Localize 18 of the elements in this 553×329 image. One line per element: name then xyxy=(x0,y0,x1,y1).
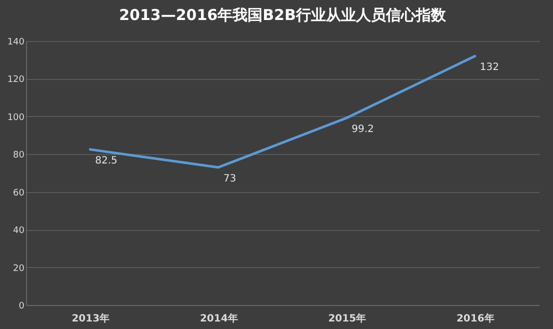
data-label: 99.2 xyxy=(352,124,374,135)
y-tick-label: 140 xyxy=(7,38,25,48)
y-tick-label: 100 xyxy=(7,112,25,123)
x-tick-label: 2016年 xyxy=(456,312,494,324)
data-label: 73 xyxy=(223,173,236,184)
y-tick-label: 40 xyxy=(13,226,25,236)
y-tick-label: 20 xyxy=(13,264,25,274)
y-tick-label: 60 xyxy=(13,188,25,198)
chart-title: 2013—2016年我国B2B行业从业人员信心指数 xyxy=(119,6,447,24)
y-tick-label: 80 xyxy=(13,150,25,161)
line-series xyxy=(88,54,476,169)
data-label: 132 xyxy=(480,62,499,74)
x-tick-label: 2013年 xyxy=(72,312,110,324)
x-tick-label: 2015年 xyxy=(328,312,366,324)
y-tick-label: 0 xyxy=(18,302,25,312)
data-label: 82.5 xyxy=(95,155,118,166)
y-tick-label: 120 xyxy=(7,75,25,86)
x-tick-label: 2014年 xyxy=(200,312,238,324)
